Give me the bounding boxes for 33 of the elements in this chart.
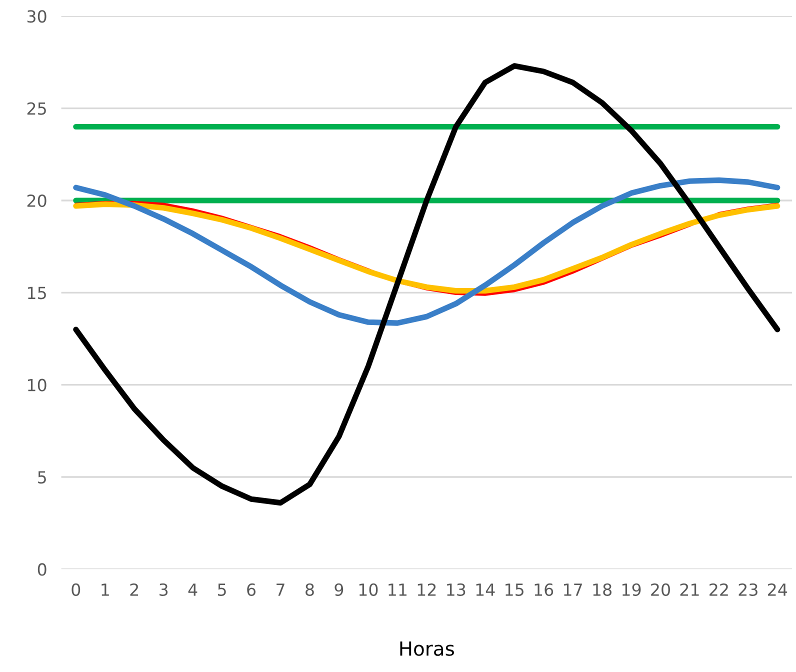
- x-tick-label: 9: [334, 583, 344, 596]
- y-tick-label: 10: [28, 378, 46, 392]
- x-tick-label: 3: [160, 583, 168, 596]
- x-tick-label: 2: [130, 583, 138, 596]
- x-tick-label: 11: [388, 584, 406, 596]
- x-tick-label: 0: [72, 583, 80, 596]
- x-tick-label: 10: [359, 583, 378, 596]
- x-tick-label: 12: [418, 583, 436, 596]
- x-tick-label: 15: [506, 584, 524, 596]
- x-tick-label: 13: [447, 583, 466, 596]
- x-tick-label: 7: [276, 584, 284, 596]
- y-tick-label: 25: [27, 102, 46, 115]
- x-tick-label: 4: [188, 584, 198, 596]
- y-tick-label: 0: [38, 563, 46, 576]
- x-tick-label: 20: [651, 583, 670, 596]
- x-tick-label: 21: [680, 583, 699, 596]
- y-tick-label: 20: [27, 194, 46, 208]
- x-tick-label: 17: [564, 584, 582, 596]
- y-tick-label: 5: [38, 471, 46, 484]
- x-tick-label: 22: [710, 583, 728, 596]
- x-tick-label: 19: [622, 583, 641, 596]
- y-tick-label: 15: [28, 286, 46, 300]
- x-tick-label: 18: [593, 583, 612, 596]
- x-axis-title: Horas: [400, 641, 454, 656]
- x-tick-label: 14: [476, 584, 495, 596]
- x-tick-label: 6: [247, 583, 256, 596]
- y-tick-label: 30: [27, 10, 46, 23]
- x-tick-label: 24: [768, 583, 788, 596]
- x-tick-label: 16: [534, 583, 554, 596]
- x-tick-label: 8: [306, 583, 314, 596]
- x-tick-label: 5: [218, 584, 226, 596]
- x-tick-label: 1: [102, 584, 109, 596]
- x-tick-label: 23: [738, 583, 758, 596]
